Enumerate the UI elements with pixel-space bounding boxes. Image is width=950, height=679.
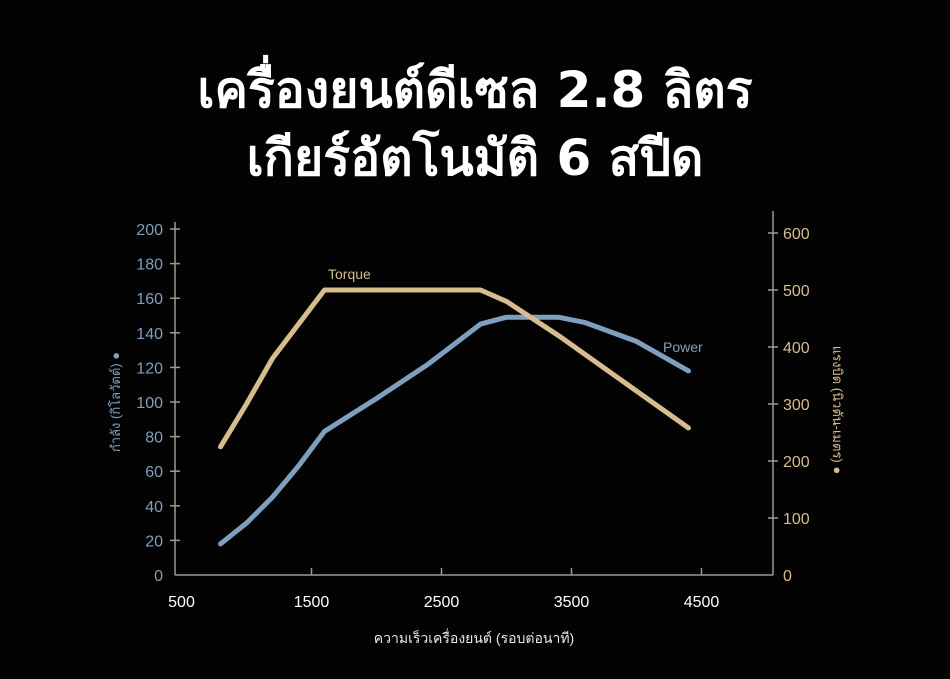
x-tick-label: 2500 (424, 594, 460, 611)
y-right-tick-label: 400 (783, 340, 810, 357)
y-left-tick-label: 20 (145, 533, 163, 550)
y-left-tick-label: 140 (136, 326, 163, 343)
y-left-tick-label: 80 (145, 430, 163, 447)
series-label-power: Power (663, 339, 703, 355)
x-tick-label: 4500 (684, 594, 720, 611)
series-label-torque: Torque (328, 266, 371, 282)
y-left-tick-label: 160 (136, 291, 163, 308)
x-tick-label: 1500 (294, 594, 330, 611)
y-axis-right-label: แรงบิด (นิวตัน-เมตร) ● (830, 346, 845, 474)
y-left-tick-label: 100 (136, 395, 163, 412)
y-right-tick-label: 300 (783, 397, 810, 414)
x-tick-label: 500 (168, 594, 195, 611)
x-tick-label: 3500 (554, 594, 590, 611)
y-left-tick-label: 200 (136, 222, 163, 239)
series-line-power (218, 314, 691, 547)
y-left-tick-label: 60 (145, 464, 163, 481)
title-line-1: เครื่องยนต์ดีเซล 2.8 ลิตร (197, 61, 753, 119)
y-left-tick-label: 180 (136, 257, 163, 274)
y-right-tick-label: 500 (783, 283, 810, 300)
y-left-tick-label: 40 (145, 499, 163, 516)
y-right-tick-label: 600 (783, 226, 810, 243)
y-right-tick-label: 0 (783, 568, 792, 585)
y-right-tick-label: 100 (783, 511, 810, 528)
y-left-tick-label: 0 (154, 568, 163, 585)
y-axis-left-label: กำลัง (กิโลวัตต์) ● (108, 352, 123, 452)
series-line-torque (218, 287, 691, 450)
x-axis-label: ความเร็วเครื่องยนต์ (รอบต่อนาที) (374, 629, 574, 646)
y-right-tick-label: 200 (783, 454, 810, 471)
title-line-2: เกียร์อัตโนมัติ 6 สปีด (246, 129, 704, 187)
y-left-tick-label: 120 (136, 360, 163, 377)
